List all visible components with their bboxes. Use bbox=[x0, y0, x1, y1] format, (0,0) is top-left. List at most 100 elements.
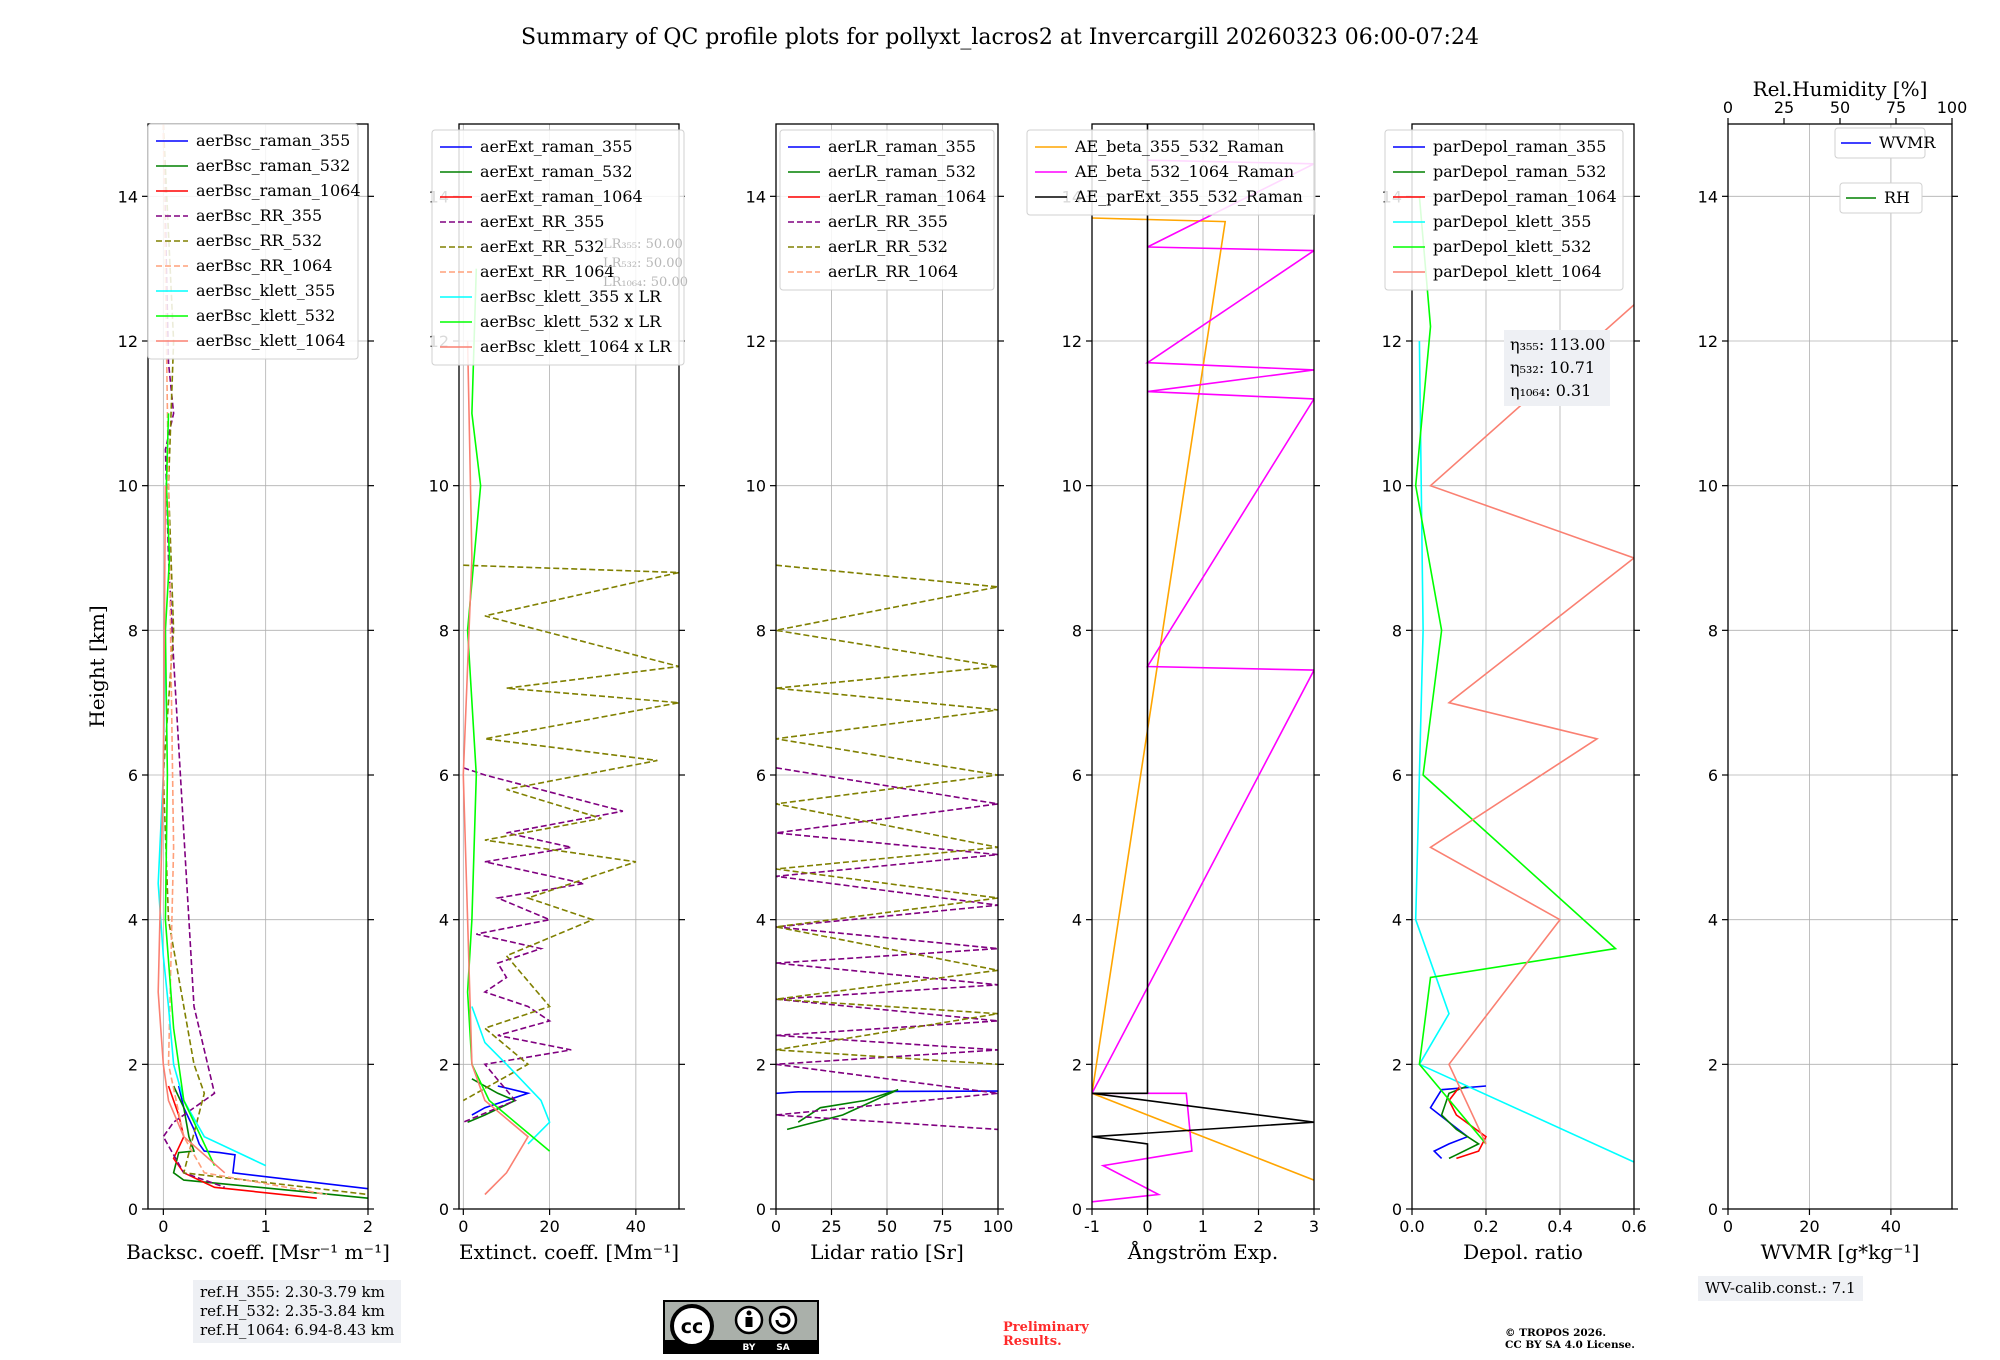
y-tick-label: 2 bbox=[1072, 1055, 1082, 1074]
series-pardepol-klett-1064 bbox=[1428, 304, 1634, 1145]
legend-entry: WVMR bbox=[1879, 133, 1936, 152]
legend-entry: parDepol_raman_1064 bbox=[1433, 187, 1617, 206]
x-tick-label: 2 bbox=[1253, 1217, 1263, 1236]
legend-entry: parDepol_klett_1064 bbox=[1433, 262, 1602, 281]
x-tick-label: 0.4 bbox=[1547, 1217, 1572, 1236]
eta-label: η₃₅₅: 113.00 bbox=[1510, 335, 1605, 354]
legend-entry: parDepol_klett_532 bbox=[1433, 237, 1591, 256]
legend-entry: parDepol_raman_532 bbox=[1433, 162, 1606, 181]
share-alike-icon bbox=[768, 1305, 798, 1335]
y-tick-label: 8 bbox=[1392, 621, 1402, 640]
svg-text:cc: cc bbox=[681, 1316, 704, 1338]
x-tick-label: 0 bbox=[158, 1217, 168, 1236]
ref-height-1064: ref.H_1064: 6.94-8.43 km bbox=[200, 1321, 395, 1339]
y-tick-label: 2 bbox=[1392, 1055, 1402, 1074]
cc-icon bbox=[670, 1304, 714, 1348]
y-tick-label: 0 bbox=[439, 1200, 449, 1219]
x-tick-label: 20 bbox=[539, 1217, 559, 1236]
y-tick-label: 4 bbox=[756, 911, 766, 930]
y-tick-label: 12 bbox=[1382, 332, 1402, 351]
legend-entry: aerBsc_klett_355 bbox=[196, 281, 335, 300]
axes-frame bbox=[1727, 123, 1953, 1210]
series-aerbsc-klett-1064-x-lr bbox=[462, 340, 530, 1196]
legend: aerBsc_raman_355 aerBsc_raman_532 aerBsc_r… bbox=[147, 123, 361, 360]
x2-tick-label: 0 bbox=[1723, 98, 1733, 117]
series-pardepol-klett-355 bbox=[1414, 340, 1634, 1163]
x-tick-label: 1 bbox=[1198, 1217, 1208, 1236]
reference-heights-box: ref.H_355: 2.30-3.79 km ref.H_532: 2.35-… bbox=[193, 1280, 402, 1343]
ref-height-355: ref.H_355: 2.30-3.79 km bbox=[200, 1283, 385, 1301]
y-tick-label: 6 bbox=[439, 766, 449, 785]
svg-text:BY: BY bbox=[743, 1343, 756, 1352]
y-tick-label: 4 bbox=[128, 911, 138, 930]
legend-entry: aerBsc_raman_1064 bbox=[196, 181, 361, 200]
x-tick-label: 0 bbox=[458, 1217, 468, 1236]
legend-entry: aerExt_RR_532 bbox=[480, 237, 604, 256]
wv-calibration-box: WV-calib.const.: 7.1 bbox=[1698, 1276, 1863, 1301]
y-tick-label: 2 bbox=[756, 1055, 766, 1074]
series-aerbsc-klett-532 bbox=[164, 413, 216, 1166]
y-tick-label: 8 bbox=[756, 621, 766, 640]
series-ae-beta-355-532-raman bbox=[1092, 217, 1314, 1181]
series-aerlr-raman-532 bbox=[786, 1088, 899, 1131]
wv-calibration-constant: WV-calib.const.: 7.1 bbox=[1705, 1279, 1856, 1297]
legend: parDepol_raman_355 parDepol_raman_532 parD… bbox=[1384, 129, 1624, 291]
axes-frame bbox=[458, 123, 680, 1210]
y-tick-label: 0 bbox=[1708, 1200, 1718, 1219]
x-tick-label: 0 bbox=[1723, 1217, 1733, 1236]
legend-entry: aerExt_raman_355 bbox=[480, 137, 633, 156]
series-aerlr-rr-532 bbox=[776, 564, 998, 1066]
y-tick-label: 10 bbox=[429, 477, 449, 496]
legend-entry: aerBsc_klett_355 x LR bbox=[480, 287, 662, 306]
series-aerext-raman-355 bbox=[471, 1085, 531, 1116]
legend-entry: aerBsc_klett_1064 x LR bbox=[480, 337, 672, 356]
legend-entry: aerLR_RR_355 bbox=[828, 212, 948, 231]
x-tick-label: 0.2 bbox=[1473, 1217, 1498, 1236]
x-tick-label: 75 bbox=[932, 1217, 952, 1236]
figure-title: Summary of QC profile plots for pollyxt_… bbox=[521, 25, 1479, 50]
legend-entry: aerLR_RR_532 bbox=[828, 237, 948, 256]
legend-entry: parDepol_klett_355 bbox=[1433, 212, 1591, 231]
legend-entry: AE_beta_355_532_Raman bbox=[1074, 137, 1284, 156]
legend-rh: RH bbox=[1839, 182, 1923, 214]
legend-entry: aerBsc_klett_532 x LR bbox=[480, 312, 662, 331]
panel-angstrom: -1012302468101214Ångström Exp.AE_beta_35… bbox=[1026, 123, 1320, 1264]
x-tick-label: 3 bbox=[1309, 1217, 1319, 1236]
panel-extinction: 0204002468101214Extinct. coeff. [Mm⁻¹]ae… bbox=[429, 123, 688, 1264]
x-axis-label: Ångström Exp. bbox=[1127, 1239, 1278, 1264]
svg-text:SA: SA bbox=[776, 1343, 789, 1352]
x-tick-label: -1 bbox=[1084, 1217, 1100, 1236]
legend-entry: AE_parExt_355_532_Raman bbox=[1074, 187, 1303, 206]
x-tick-label: 0 bbox=[771, 1217, 781, 1236]
x2-tick-label: 50 bbox=[1830, 98, 1850, 117]
x-tick-label: 40 bbox=[1881, 1217, 1901, 1236]
legend-entry: aerBsc_raman_355 bbox=[196, 131, 350, 150]
y-tick-label: 14 bbox=[1698, 187, 1718, 206]
x-axis-label: Depol. ratio bbox=[1463, 1240, 1583, 1264]
series-aerbsc-rr-1064 bbox=[162, 124, 328, 1196]
legend: aerExt_raman_355 aerExt_raman_532 aerExt_r… bbox=[431, 129, 685, 366]
y-tick-label: 14 bbox=[746, 187, 766, 206]
legend: aerLR_raman_355 aerLR_raman_532 aerLR_rama… bbox=[779, 129, 995, 291]
y-tick-label: 4 bbox=[1072, 911, 1082, 930]
series-aerext-rr-532 bbox=[462, 564, 679, 1102]
y-tick-label: 4 bbox=[1392, 911, 1402, 930]
x2-tick-label: 75 bbox=[1886, 98, 1906, 117]
y-tick-label: 6 bbox=[1072, 766, 1082, 785]
preliminary-results-note: Preliminary Results. bbox=[1003, 1320, 1089, 1349]
axes-frame bbox=[1411, 123, 1635, 1210]
series-aerbsc-raman-532 bbox=[172, 1085, 368, 1199]
lidar-ratio-label: LR₃₅₅: 50.00 bbox=[603, 237, 683, 252]
x-tick-label: 50 bbox=[877, 1217, 897, 1236]
x-tick-label: 20 bbox=[1799, 1217, 1819, 1236]
y-tick-label: 6 bbox=[1392, 766, 1402, 785]
eta-label: η₅₃₂: 10.71 bbox=[1510, 358, 1595, 377]
legend-entry: aerBsc_klett_532 bbox=[196, 306, 335, 325]
y-tick-label: 12 bbox=[118, 332, 138, 351]
y-tick-label: 6 bbox=[1708, 766, 1718, 785]
series-pardepol-klett-532 bbox=[1414, 196, 1618, 1145]
y-axis-label: Height [km] bbox=[85, 605, 109, 727]
y-tick-label: 12 bbox=[1698, 332, 1718, 351]
